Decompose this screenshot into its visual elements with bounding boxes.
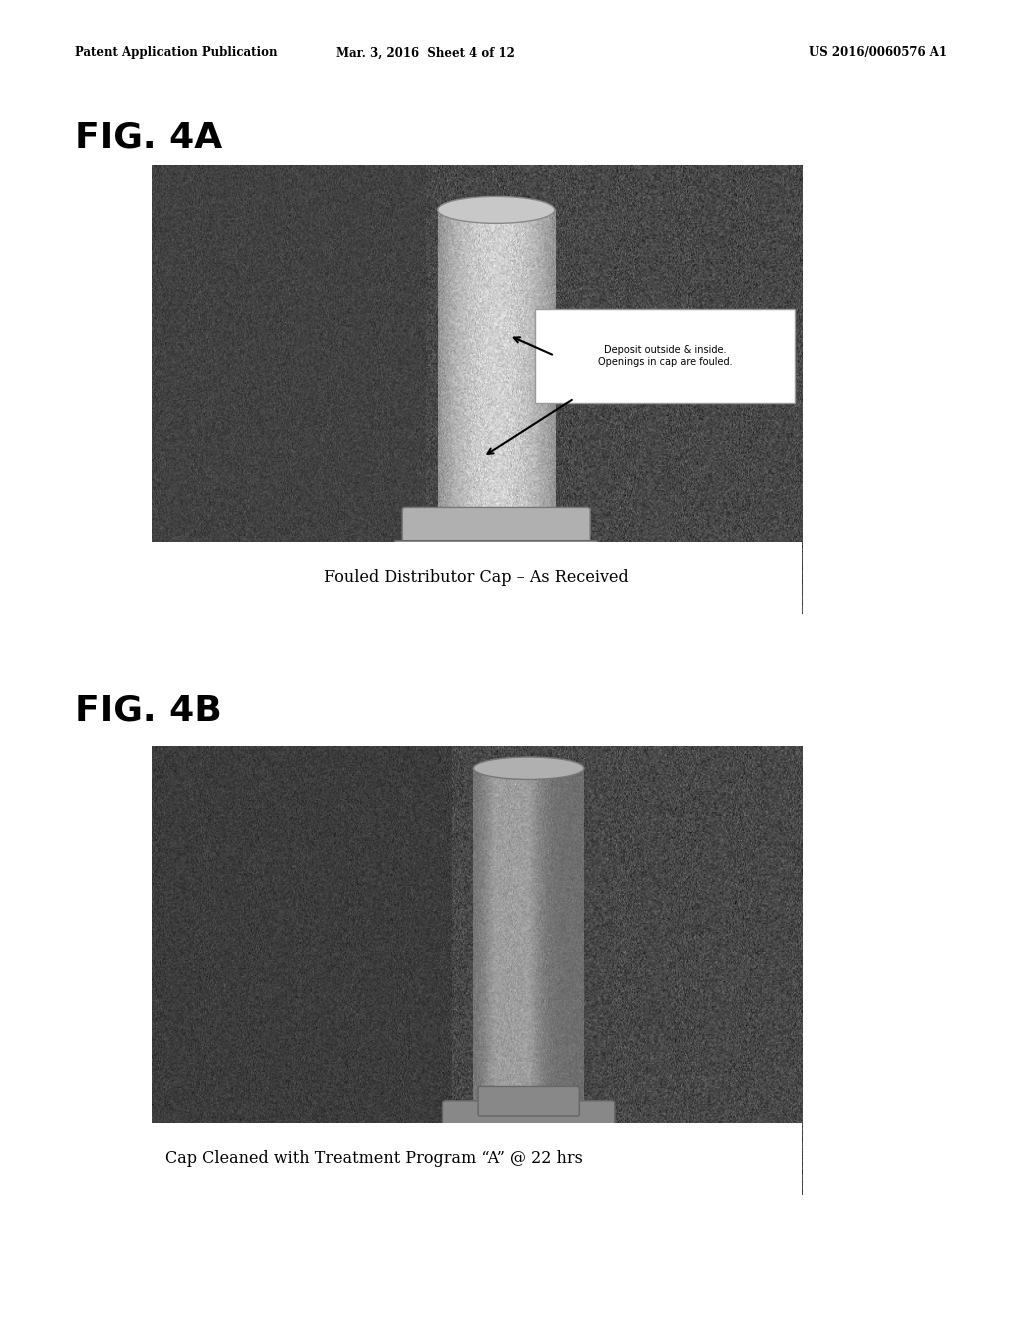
Ellipse shape: [437, 197, 555, 223]
Text: Patent Application Publication: Patent Application Publication: [75, 46, 278, 59]
FancyBboxPatch shape: [152, 1123, 802, 1195]
Text: Fouled Distributor Cap – As Received: Fouled Distributor Cap – As Received: [325, 569, 629, 586]
FancyBboxPatch shape: [478, 1086, 580, 1117]
Text: US 2016/0060576 A1: US 2016/0060576 A1: [809, 46, 947, 59]
Ellipse shape: [473, 756, 584, 779]
FancyBboxPatch shape: [394, 541, 598, 561]
Text: FIG. 4A: FIG. 4A: [75, 120, 222, 154]
FancyBboxPatch shape: [152, 543, 802, 614]
FancyBboxPatch shape: [402, 507, 590, 544]
FancyBboxPatch shape: [442, 1101, 614, 1130]
Text: FIG. 4B: FIG. 4B: [75, 693, 221, 727]
Text: Cap Cleaned with Treatment Program “A” @ 22 hrs: Cap Cleaned with Treatment Program “A” @…: [165, 1150, 583, 1167]
FancyBboxPatch shape: [536, 309, 796, 403]
Text: Deposit outside & inside.
Openings in cap are fouled.: Deposit outside & inside. Openings in ca…: [598, 345, 732, 367]
FancyBboxPatch shape: [436, 1127, 622, 1142]
Text: Mar. 3, 2016  Sheet 4 of 12: Mar. 3, 2016 Sheet 4 of 12: [336, 46, 514, 59]
